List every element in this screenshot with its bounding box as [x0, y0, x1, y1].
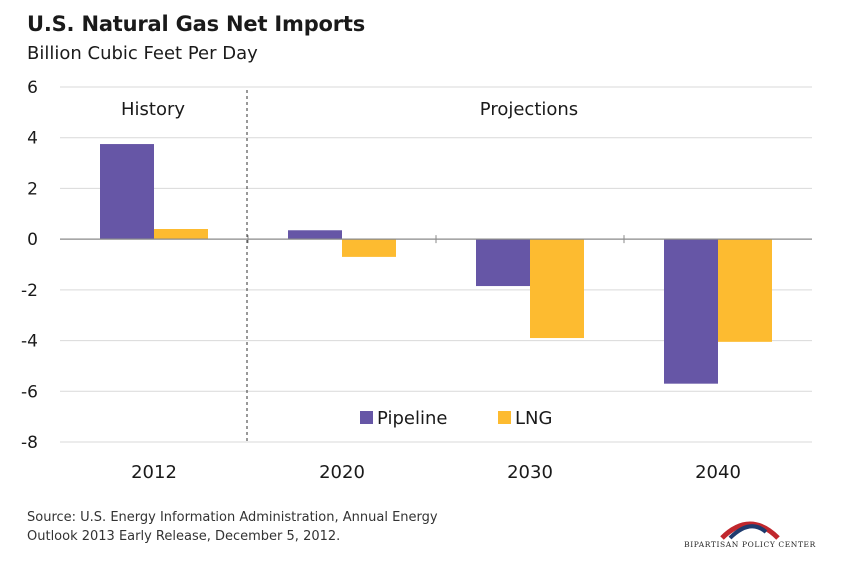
bar-lng-2040 — [718, 239, 772, 342]
source-note: Source: U.S. Energy Information Administ… — [27, 508, 547, 546]
bar-lng-2030 — [530, 239, 584, 339]
legend-swatch-lng — [498, 411, 511, 424]
bar-lng-2012 — [154, 229, 208, 240]
y-axis-ticks: 6 4 2 0 -2 -4 -6 -8 — [21, 78, 38, 453]
logo-arc-icon — [720, 521, 780, 540]
y-tick-label: 0 — [27, 230, 38, 250]
y-tick-label: -6 — [21, 382, 38, 402]
source-line-2: Outlook 2013 Early Release, December 5, … — [27, 529, 341, 544]
chart-title: U.S. Natural Gas Net Imports — [27, 12, 366, 36]
y-tick-label: 4 — [27, 129, 38, 149]
y-tick-label: -8 — [21, 433, 38, 453]
x-axis-ticks: 2012 2020 2030 2040 — [131, 235, 741, 483]
y-tick-label: 2 — [27, 179, 38, 199]
legend-label-lng: LNG — [515, 408, 552, 429]
y-tick-label: -4 — [21, 332, 38, 352]
bar-pipeline-2020 — [288, 230, 342, 240]
bipartisan-policy-center-logo: BIPARTISAN POLICY CENTER — [660, 508, 840, 558]
logo-text: BIPARTISAN POLICY CENTER — [684, 540, 816, 549]
region-label-projections: Projections — [480, 99, 578, 120]
legend: Pipeline LNG — [360, 408, 552, 429]
bar-pipeline-2030 — [476, 239, 530, 287]
x-tick-label-2030: 2030 — [507, 462, 553, 483]
chart-subtitle: Billion Cubic Feet Per Day — [27, 43, 258, 64]
source-line-1: Source: U.S. Energy Information Administ… — [27, 510, 438, 525]
bar-lng-2020 — [342, 239, 396, 257]
legend-label-pipeline: Pipeline — [377, 408, 447, 429]
region-label-history: History — [121, 99, 185, 120]
x-tick-label-2020: 2020 — [319, 462, 365, 483]
legend-swatch-pipeline — [360, 411, 373, 424]
x-tick-label-2040: 2040 — [695, 462, 741, 483]
bar-pipeline-2040 — [664, 239, 718, 384]
x-tick-label-2012: 2012 — [131, 462, 177, 483]
bars — [100, 144, 772, 384]
y-tick-label: 6 — [27, 78, 38, 98]
y-tick-label: -2 — [21, 281, 38, 301]
bar-pipeline-2012 — [100, 144, 154, 240]
